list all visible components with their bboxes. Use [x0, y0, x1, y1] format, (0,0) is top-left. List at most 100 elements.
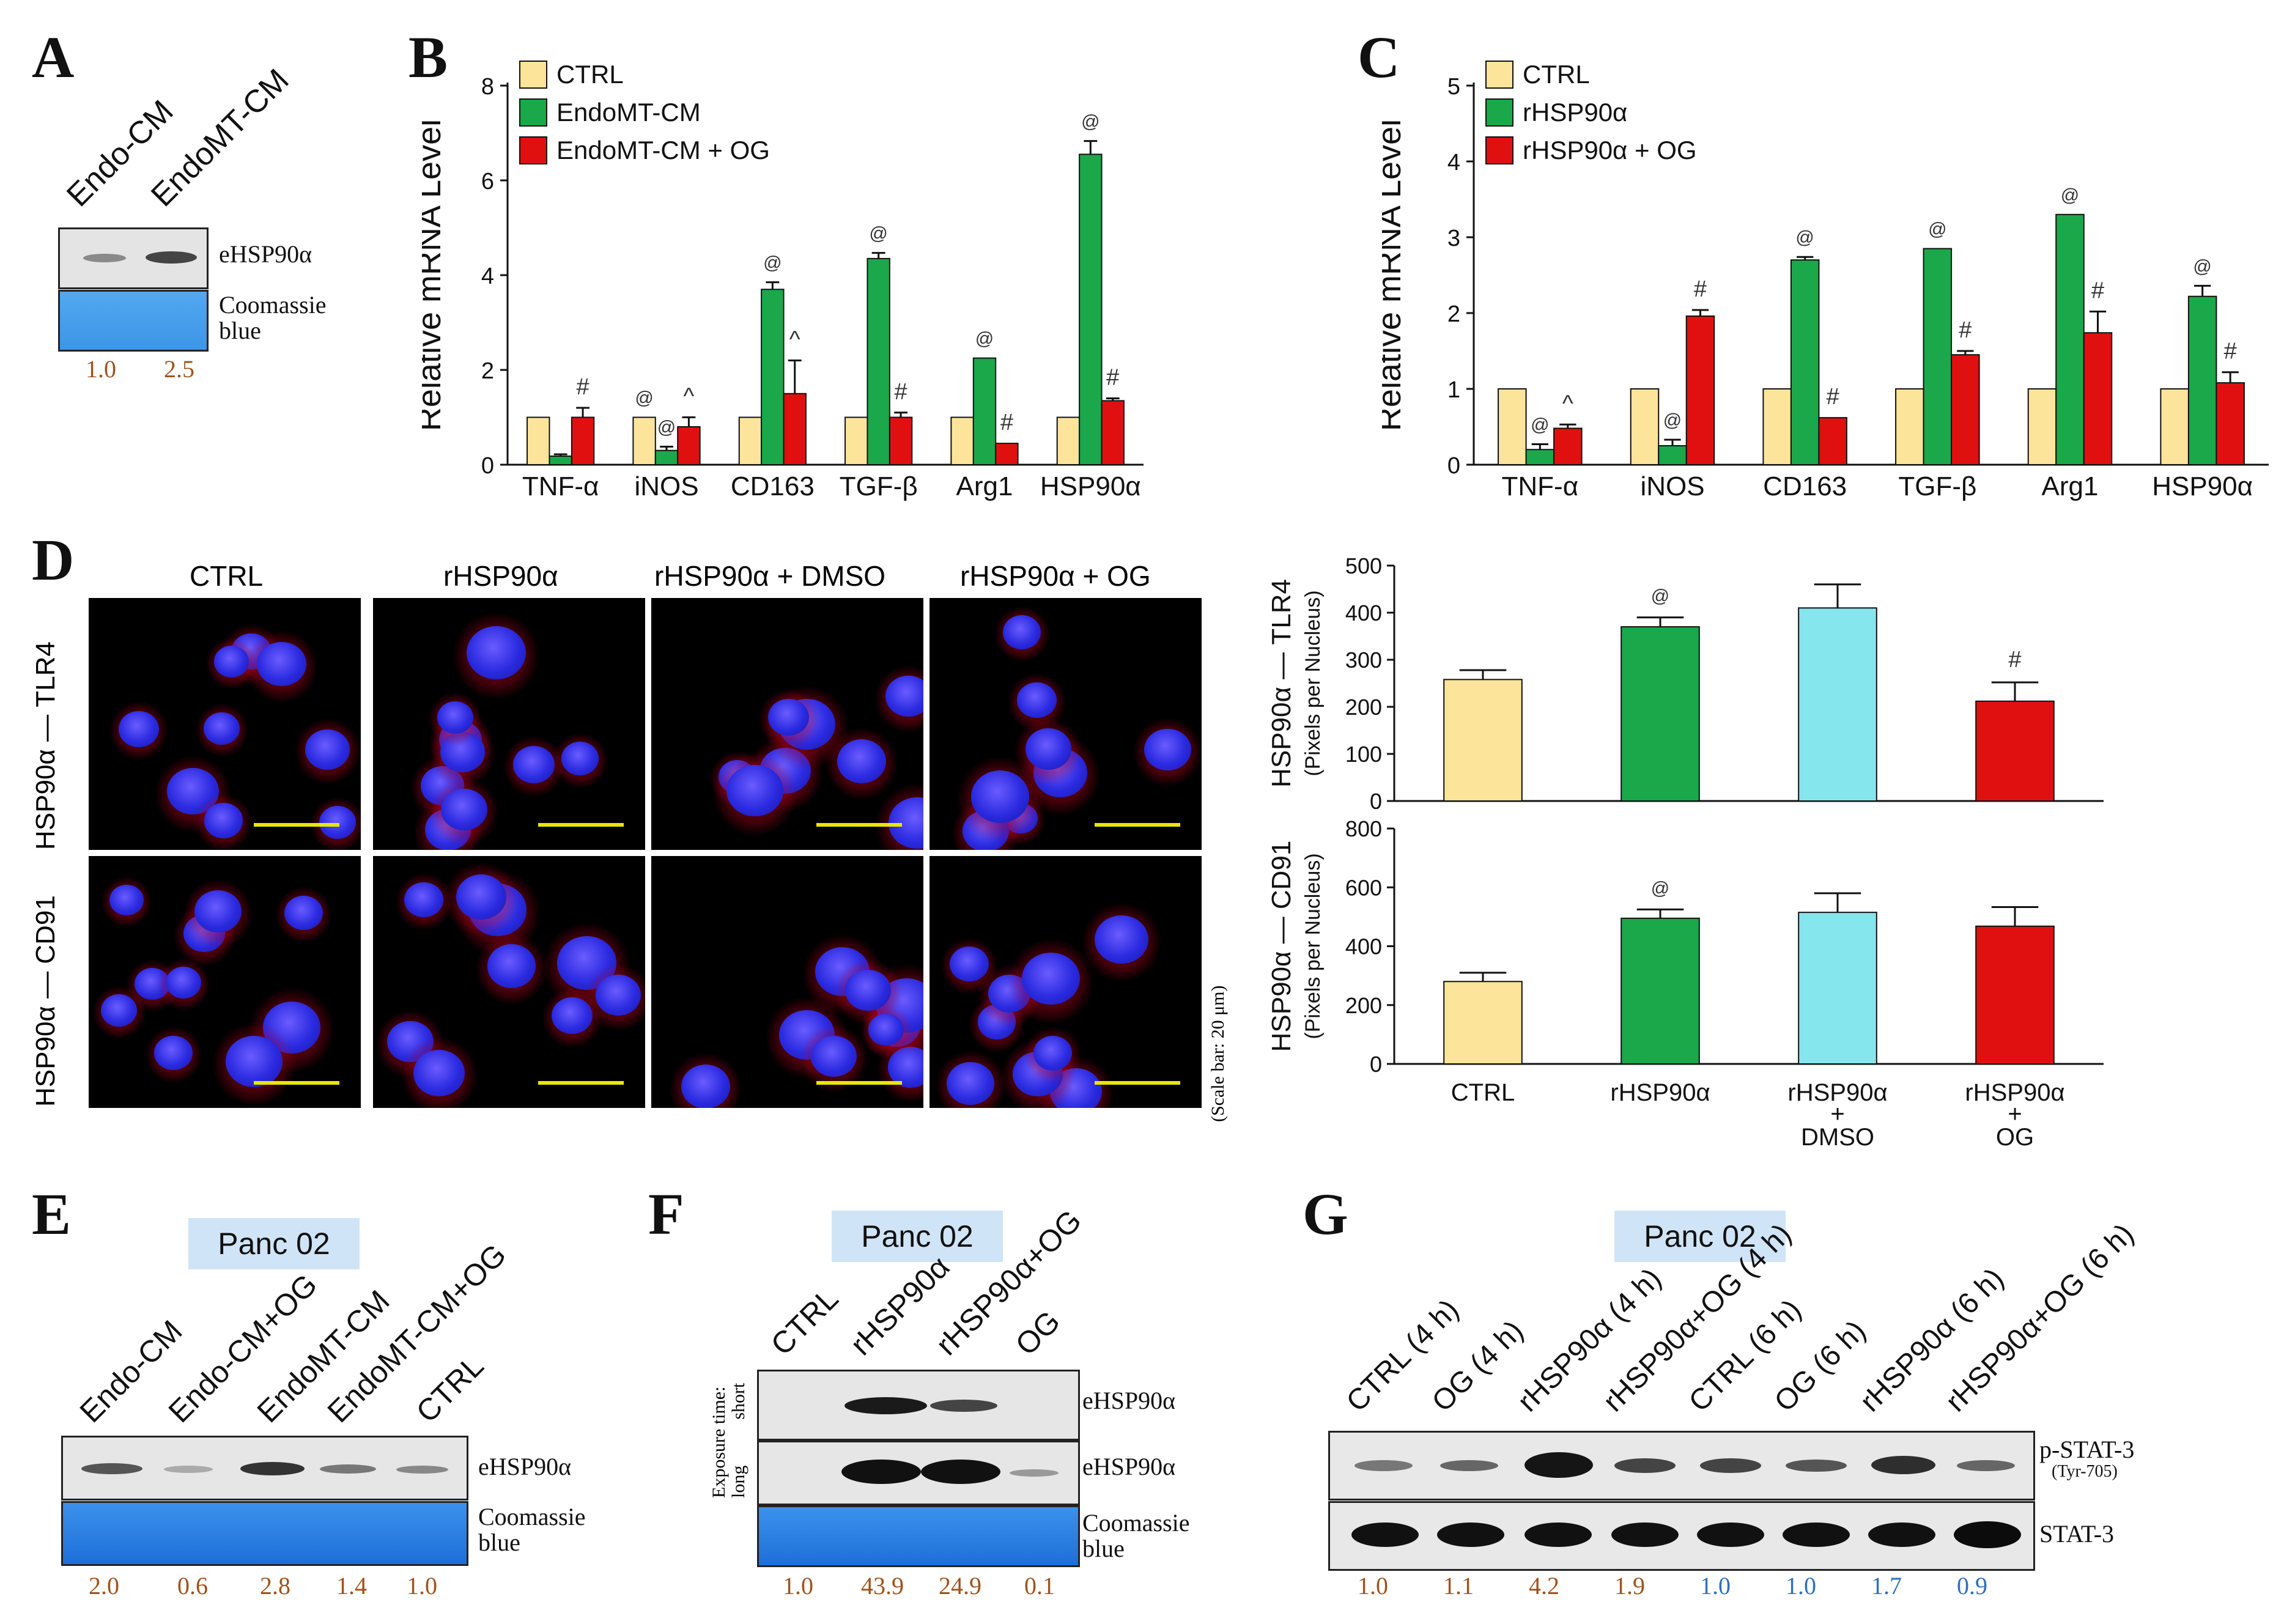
quant-value: 1.0	[783, 1572, 813, 1600]
cell-nucleus	[456, 874, 506, 920]
bar	[2160, 388, 2189, 465]
bar	[549, 456, 572, 465]
legend-swatch	[519, 136, 547, 164]
panel-label-b: B	[408, 24, 448, 90]
significance-mark: #	[2091, 278, 2104, 304]
bar	[1790, 259, 1820, 465]
cell-nucleus	[119, 711, 159, 747]
quant-value: 24.9	[939, 1572, 981, 1600]
significance-mark: @	[1531, 415, 1549, 435]
cell-nucleus	[1033, 1035, 1073, 1071]
bar	[654, 449, 679, 465]
significance-mark: @	[1081, 112, 1099, 132]
blot-band	[1437, 1523, 1504, 1547]
cell-nucleus	[440, 788, 487, 831]
cell-nucleus	[154, 1036, 193, 1071]
blot-band	[1440, 1460, 1498, 1471]
micrograph	[89, 856, 361, 1108]
blot-band	[1010, 1469, 1059, 1477]
x-tick-label: Arg1	[2042, 471, 2099, 501]
bar	[738, 416, 763, 465]
y-tick-label: 200	[1345, 993, 1382, 1018]
blot-band	[240, 1462, 305, 1475]
y-axis-label: (Pixels per Nucleus)	[1301, 590, 1325, 776]
x-tick-label: iNOS	[634, 471, 698, 501]
y-tick-label: 600	[1345, 875, 1382, 900]
bar	[1056, 416, 1081, 465]
band-label: Coomassie blue	[478, 1503, 586, 1556]
quant-value: 0.6	[177, 1572, 208, 1600]
significance-mark: @	[1663, 410, 1682, 430]
bar	[761, 289, 785, 465]
micrograph	[929, 598, 1202, 850]
bar	[677, 426, 701, 465]
blot-band	[146, 251, 197, 264]
western-blot-ehsp90	[61, 1436, 468, 1500]
blot-band	[164, 1466, 213, 1473]
quant-value: 1.4	[336, 1572, 367, 1600]
cell-line-badge: Panc 02	[1614, 1211, 1786, 1262]
blot-band	[1697, 1523, 1764, 1547]
band-label: eHSP90α	[219, 240, 312, 268]
column-header: rHSP90α	[443, 560, 558, 592]
column-header: rHSP90α + OG	[960, 560, 1151, 592]
band-label: p-STAT-3	[2039, 1436, 2135, 1463]
bar	[1525, 449, 1555, 466]
lane-label: rHSP90α (6 h)	[1853, 1262, 2010, 1419]
exposure-long: long	[728, 1465, 748, 1498]
y-tick-label: 4	[1447, 150, 1460, 175]
y-tick-label: 6	[481, 169, 494, 194]
y-tick-label: 0	[1370, 1052, 1382, 1077]
cell-nucleus	[868, 1014, 904, 1046]
western-blot-long	[757, 1441, 1080, 1505]
exposure-label: Exposure time: long short	[709, 1383, 748, 1498]
x-tick-label: +	[2008, 1101, 2022, 1128]
exposure-values: long short	[728, 1383, 748, 1498]
significance-mark: @	[763, 253, 782, 273]
bar	[2027, 388, 2057, 465]
quant-value: 1.9	[1614, 1572, 1645, 1600]
bar	[1621, 626, 1700, 802]
significance-mark: #	[1106, 365, 1119, 391]
y-tick-label: 300	[1345, 648, 1382, 673]
cell-nucleus	[970, 770, 1029, 823]
y-tick-label: 8	[481, 74, 494, 100]
lane-label: Endo-CM+OG	[161, 1267, 324, 1430]
bar	[995, 443, 1019, 465]
panel-label-c: C	[1358, 24, 1400, 90]
column-header: rHSP90α + DMSO	[654, 560, 886, 592]
quant-value: 2.0	[89, 1572, 119, 1600]
scale-bar	[816, 1081, 902, 1085]
bar	[2055, 213, 2085, 465]
legend-swatch	[1485, 61, 1513, 89]
panel-label-f: F	[648, 1181, 684, 1247]
lane-label: OG	[1008, 1304, 1067, 1362]
bar	[950, 416, 974, 465]
y-tick-label: 0	[1447, 453, 1460, 479]
blot-band	[1524, 1452, 1593, 1478]
lane-label: CTRL	[764, 1281, 845, 1362]
blot-band	[841, 1460, 921, 1484]
bar	[867, 257, 890, 465]
panel-label-e: E	[32, 1181, 72, 1247]
cell-nucleus	[1016, 682, 1057, 718]
bar	[1498, 388, 1527, 465]
x-tick-label: iNOS	[1640, 471, 1704, 501]
quant-value: 2.5	[164, 355, 194, 383]
cell-nucleus	[305, 729, 350, 770]
scale-bar	[538, 823, 624, 827]
cell-nucleus	[596, 975, 641, 1016]
y-tick-label: 200	[1345, 695, 1382, 720]
blot-band	[844, 1397, 927, 1414]
cell-nucleus	[437, 701, 474, 734]
y-tick-label: 4	[481, 264, 494, 289]
cell-nucleus	[467, 626, 526, 680]
western-blot-pstat3	[1328, 1431, 2035, 1500]
cell-nucleus	[1021, 952, 1081, 1005]
x-tick-label: TNF-α	[1502, 471, 1579, 501]
x-tick-label: rHSP90α	[1610, 1079, 1710, 1106]
x-tick-label: HSP90α	[2152, 471, 2253, 501]
row-label-cd91: HSP90α — CD91	[31, 895, 61, 1107]
blot-band	[1868, 1523, 1935, 1547]
